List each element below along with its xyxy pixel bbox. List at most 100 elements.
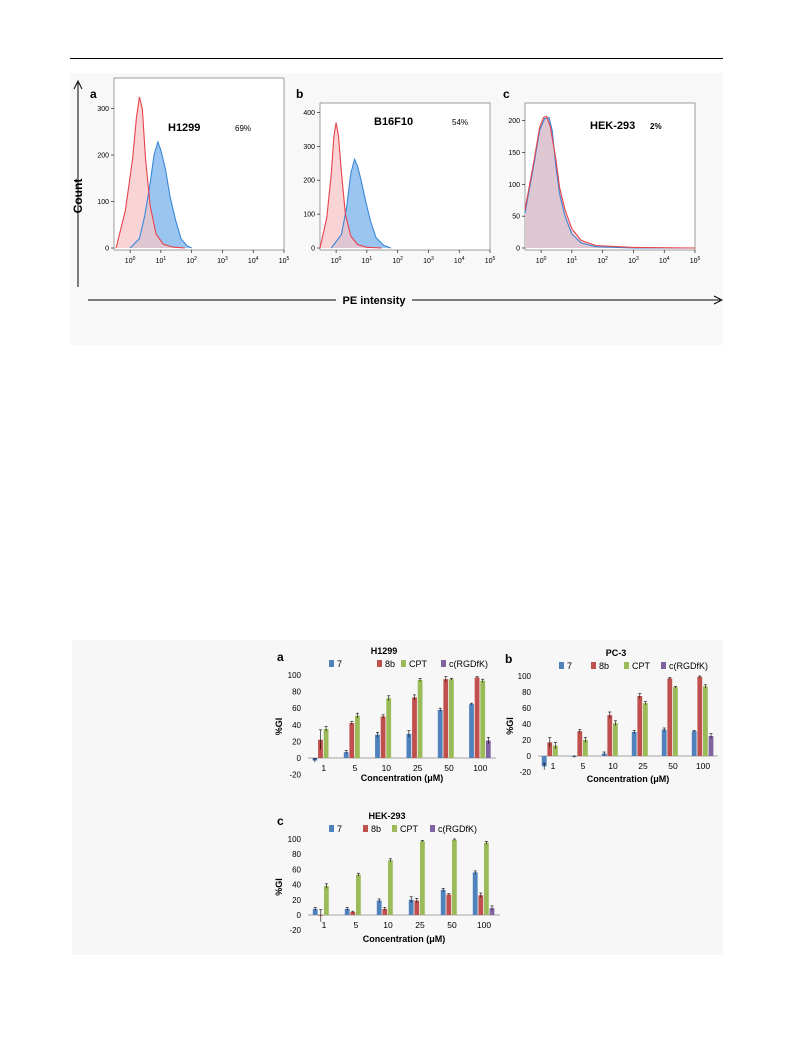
bar-y-tick-c-2: 20	[292, 896, 301, 905]
flow-y-tick-c-0: 0	[516, 246, 520, 253]
flow-cytometry-svg: Count PE intensity a 0 100 200 300 100 101 102…	[71, 77, 724, 307]
bar-c-2-2	[388, 860, 393, 915]
legend-label-a-3: c(RGDfK)	[449, 659, 488, 669]
legend-label-b-0: 7	[567, 661, 572, 671]
bar-y-tick-b-5: 80	[522, 688, 531, 697]
bar-c-0-5	[472, 872, 478, 915]
flow-area-b-0	[320, 122, 382, 248]
growth-inhibition-figure: a H1299 7 8b CPT c(RGDfK) -20 0 20 40 60 80 100 %GI 1…	[72, 640, 723, 955]
legend-label-c-3: c(RGDfK)	[438, 824, 477, 834]
bar-title-c: HEK-293	[368, 811, 405, 821]
bar-a-0-1	[343, 752, 349, 758]
flow-panel-c: c 0 50 100 150 200 100 101 102 103 104 105 HEK-293…	[503, 87, 701, 265]
bar-chart-panel-b: b PC-3 7 8b CPT c(RGDfK) -20 0 20 40 60 80 100 %GI 1 5…	[505, 648, 718, 784]
bar-y-tick-b-0: -20	[519, 768, 531, 777]
bar-b-1-2	[607, 715, 613, 756]
flow-y-tick-b-2: 200	[303, 178, 315, 185]
page-top-rule	[70, 58, 723, 59]
flow-y-tick-b-3: 300	[303, 144, 315, 151]
bar-a-2-1	[355, 715, 360, 758]
bar-c-1-4	[446, 894, 452, 915]
bar-b-0-4	[661, 729, 667, 756]
bar-x-tick-b-5: 100	[696, 761, 710, 771]
flow-x-tick-a-4: 104	[248, 256, 259, 265]
bar-a-2-3	[417, 680, 423, 758]
legend-label-b-1: 8b	[599, 661, 609, 671]
legend-swatch-b-1	[591, 662, 596, 669]
legend-label-c-0: 7	[337, 824, 342, 834]
flow-y-tick-c-3: 150	[508, 150, 520, 157]
bar-c-0-1	[344, 908, 350, 915]
legend-swatch-a-0	[329, 660, 334, 667]
flow-x-tick-a-0: 100	[125, 256, 136, 265]
flow-x-tick-b-2: 102	[392, 256, 403, 265]
bar-x-tick-a-2: 10	[382, 763, 392, 773]
flow-title-c: HEK-293	[590, 120, 635, 132]
bar-c-2-1	[356, 874, 361, 915]
bar-y-label-c: %GI	[274, 878, 284, 896]
bar-y-tick-a-0: -20	[289, 771, 301, 780]
legend-swatch-b-0	[559, 662, 564, 669]
flow-line-b-1	[330, 157, 391, 249]
flow-x-tick-c-4: 104	[659, 256, 670, 265]
bar-a-0-5	[469, 704, 474, 758]
legend-swatch-a-3	[441, 660, 446, 667]
bar-x-tick-b-2: 10	[608, 761, 618, 771]
bar-y-tick-c-6: 100	[288, 835, 302, 844]
panel-letter-c: c	[503, 87, 510, 101]
flow-y-tick-a-3: 300	[97, 106, 109, 113]
flow-y-tick-b-4: 400	[303, 110, 315, 117]
panel-letter-b: b	[296, 87, 303, 101]
flow-x-tick-b-4: 104	[454, 256, 465, 265]
bar-a-1-3	[412, 697, 417, 758]
count-axis-arrowhead	[73, 79, 83, 90]
bar-x-tick-c-0: 1	[322, 920, 327, 930]
bar-b-1-4	[667, 678, 673, 756]
bar-x-tick-c-3: 25	[415, 920, 425, 930]
flow-histogram-b: 0 100 200 300 400 100 101 102 103 104 105	[303, 110, 495, 265]
bar-y-tick-a-1: 0	[297, 754, 302, 763]
bar-b-2-4	[673, 687, 678, 756]
bar-x-tick-b-3: 25	[638, 761, 648, 771]
flow-x-tick-c-0: 100	[536, 256, 547, 265]
flow-x-tick-c-5: 105	[690, 256, 701, 265]
bar-y-tick-b-6: 100	[518, 672, 532, 681]
bar-y-tick-a-4: 60	[292, 704, 301, 713]
flow-histogram-a: 0 100 200 300 100 101 102 103 104 105	[97, 96, 290, 265]
bar-b-2-0	[553, 745, 558, 756]
legend-label-a-1: 8b	[385, 659, 395, 669]
bar-y-tick-b-3: 40	[522, 720, 531, 729]
bar-b-1-5	[697, 676, 703, 756]
flow-y-tick-a-2: 200	[97, 153, 109, 160]
bar-chart-panel-c: c HEK-293 7 8b CPT c(RGDfK) -20 0 20 40 60 80 100 %G…	[274, 811, 500, 944]
flow-percent-c: 2%	[650, 122, 662, 131]
bar-b-1-3	[637, 696, 643, 756]
flow-x-tick-c-3: 103	[628, 256, 639, 265]
legend-swatch-c-1	[363, 825, 368, 832]
legend-label-a-2: CPT	[409, 659, 428, 669]
bar-x-tick-b-1: 5	[581, 761, 586, 771]
legend-swatch-c-0	[329, 825, 334, 832]
flow-line-a-1	[129, 140, 192, 249]
bar-x-tick-c-5: 100	[477, 920, 491, 930]
bar-a-2-5	[480, 680, 486, 758]
flow-panel-b: b 0 100 200 300 400 100 101 102 103 104 105 B16F10…	[296, 87, 496, 265]
bar-x-tick-a-3: 25	[413, 763, 423, 773]
bar-a-0-2	[375, 734, 380, 758]
bar-c-2-4	[452, 839, 457, 915]
bar-x-label-b: Concentration (μM)	[587, 774, 670, 784]
bar-y-label-b: %GI	[505, 717, 515, 735]
bar-y-tick-b-2: 20	[522, 736, 531, 745]
bar-panel-letter-a: a	[277, 650, 284, 664]
bar-x-tick-a-0: 1	[321, 763, 326, 773]
bar-x-tick-c-4: 50	[447, 920, 457, 930]
legend-label-a-0: 7	[337, 659, 342, 669]
bar-c-1-5	[478, 895, 484, 915]
bar-panel-letter-c: c	[277, 814, 284, 828]
bar-b-3-5	[708, 736, 714, 756]
flow-x-tick-b-0: 100	[331, 256, 342, 265]
flow-x-tick-a-1: 101	[156, 256, 167, 265]
flow-percent-b: 54%	[452, 118, 468, 127]
bar-c-3-5	[489, 908, 495, 915]
bar-a-1-1	[349, 723, 355, 758]
